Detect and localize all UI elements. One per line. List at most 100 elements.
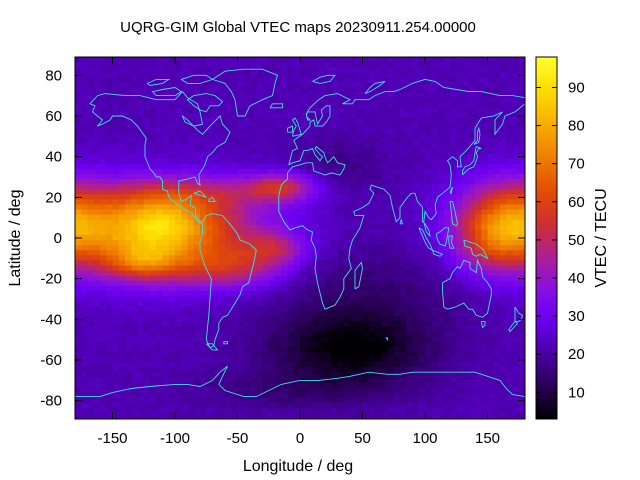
heatmap-cell [437,153,445,160]
heatmap-cell [350,382,357,389]
heatmap-cell [193,143,201,150]
heatmap-cell [437,179,445,185]
heatmap-cell [318,397,326,404]
heatmap-cell [268,97,276,104]
heatmap-cell [225,209,232,216]
heatmap-cell [150,163,157,170]
heatmap-cell [175,133,182,139]
heatmap-cell [106,295,114,302]
heatmap-cell [125,57,132,63]
heatmap-cell [462,199,470,206]
heatmap-cell [287,346,295,353]
heatmap-cell [456,306,464,312]
heatmap-cell [493,194,501,200]
heatmap-cell [150,250,157,256]
heatmap-cell [493,356,501,363]
heatmap-cell [450,367,457,373]
heatmap-cell [93,128,101,134]
heatmap-cell [287,179,295,185]
heatmap-cell [356,123,364,129]
heatmap-cell [168,138,176,145]
heatmap-cell [237,234,245,241]
heatmap-cell [368,402,376,409]
heatmap-cell [456,336,464,343]
heatmap-cell [406,397,414,404]
heatmap-cell [168,367,176,373]
heatmap-cell [143,82,151,89]
heatmap-cell [193,204,201,211]
heatmap-cell [481,128,489,134]
heatmap-cell [481,270,489,277]
heatmap-cell [87,158,95,165]
heatmap-cell [218,138,226,145]
heatmap-cell [381,321,389,328]
heatmap-cell [287,97,295,104]
heatmap-cell [387,311,395,317]
heatmap-cell [293,351,301,358]
heatmap-cell [187,250,195,256]
heatmap-cell [362,184,370,190]
heatmap-cell [156,123,164,129]
heatmap-cell [137,133,145,139]
heatmap-cell [462,67,470,73]
heatmap-cell [231,158,239,165]
heatmap-cell [493,234,501,241]
heatmap-cell [400,336,407,343]
heatmap-cell [225,402,232,409]
heatmap-cell [287,102,295,109]
heatmap-cell [425,295,432,302]
heatmap-cell [450,250,457,256]
heatmap-cell [462,255,470,261]
heatmap-cell [425,123,432,129]
heatmap-cell [456,275,464,282]
heatmap-cell [518,280,525,287]
heatmap-cell [81,153,89,160]
heatmap-cell [156,189,164,195]
heatmap-cell [268,62,276,68]
heatmap-cell [356,143,364,150]
heatmap-cell [300,189,307,195]
heatmap-cell [406,351,414,358]
heatmap-cell [293,336,301,343]
heatmap-cell [400,367,407,373]
heatmap-cell [181,280,189,287]
heatmap-cell [112,158,120,165]
heatmap-cell [456,128,464,134]
heatmap-cell [218,377,226,383]
heatmap-cell [493,67,501,73]
heatmap-cell [437,336,445,343]
heatmap-cell [462,290,470,297]
heatmap-cell [512,62,520,68]
heatmap-cell [206,224,214,231]
heatmap-cell [112,148,120,155]
heatmap-cell [218,87,226,94]
heatmap-cell [237,382,245,389]
heatmap-cell [400,138,407,145]
heatmap-cell [137,204,145,211]
heatmap-cell [137,392,145,399]
heatmap-cell [518,260,525,267]
heatmap-cell [256,311,264,317]
heatmap-cell [106,153,114,160]
heatmap-cell [125,67,132,73]
heatmap-cell [343,367,351,373]
heatmap-cell [93,72,101,78]
heatmap-cell [412,377,420,383]
heatmap-cell [456,234,464,241]
heatmap-cell [231,148,239,155]
heatmap-cell [193,128,201,134]
heatmap-cell [393,265,401,272]
heatmap-cell [225,158,232,165]
heatmap-cell [331,214,339,221]
heatmap-cell [181,123,189,129]
heatmap-cell [412,138,420,145]
heatmap-cell [462,209,470,216]
heatmap-cell [87,331,95,338]
heatmap-cell [112,214,120,221]
heatmap-cell [200,219,207,226]
heatmap-cell [343,148,351,155]
heatmap-cell [337,346,345,353]
heatmap-cell [125,138,132,145]
heatmap-cell [150,189,157,195]
heatmap-cell [468,331,476,338]
